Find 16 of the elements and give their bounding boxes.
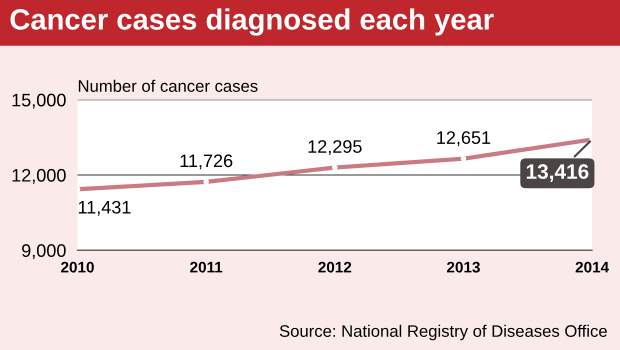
data-label: 13,416 bbox=[526, 164, 588, 182]
x-tick-label: 2014 bbox=[576, 262, 610, 273]
source-note: Source: National Registry of Diseases Office bbox=[280, 324, 607, 340]
y-tick-label: 9,000 bbox=[22, 244, 66, 260]
data-label: 11,726 bbox=[180, 154, 232, 170]
y-tick-label: 12,000 bbox=[12, 168, 66, 184]
data-label: 11,431 bbox=[78, 200, 131, 216]
x-tick-label: 2010 bbox=[61, 262, 94, 273]
x-tick-label: 2012 bbox=[318, 262, 352, 273]
data-label: 12,651 bbox=[437, 131, 490, 146]
data-label: 12,295 bbox=[308, 140, 362, 156]
x-tick-label: 2013 bbox=[446, 262, 480, 273]
x-tick-label: 2011 bbox=[190, 262, 222, 273]
chart-title: Cancer cases diagnosed each year bbox=[10, 8, 494, 36]
y-axis-title: Number of cancer cases bbox=[78, 80, 258, 92]
y-tick-label: 15,000 bbox=[12, 94, 66, 109]
